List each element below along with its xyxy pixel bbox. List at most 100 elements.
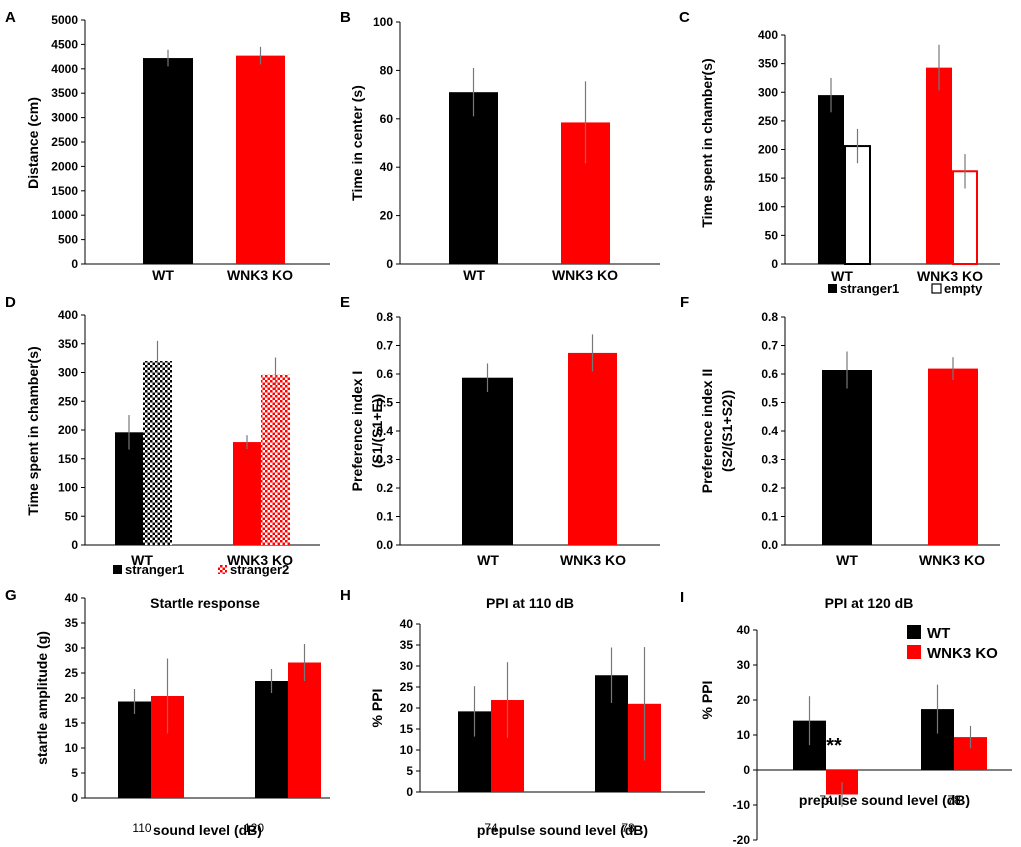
y-tick-label: 0.4 (761, 424, 778, 438)
y-axis-label-2: (S2/(S1+S2)) (719, 390, 735, 472)
panel-d: D 0 50 100 150 200 250 300 350 400 Time spent in c… (5, 294, 320, 577)
y-axis-label: startle amplitude (g) (34, 631, 50, 765)
legend-label: stranger1 (125, 562, 184, 577)
y-tick-label: -10 (733, 798, 751, 812)
y-tick-label: 100 (373, 15, 393, 29)
y-tick-label: 400 (58, 308, 78, 322)
y-tick-label: 1500 (51, 184, 78, 198)
bar-wnk3-ko-120 (288, 662, 321, 798)
y-axis-label: % PPI (369, 689, 385, 728)
panel-label: D (5, 294, 16, 311)
y-tick-label: 0.4 (376, 424, 393, 438)
x-category-label: WT (831, 268, 853, 284)
y-tick-label: 0.6 (761, 367, 778, 381)
y-tick-label: 0 (71, 791, 78, 805)
y-tick-label: 0.1 (376, 510, 393, 524)
bar-wt-120 (255, 681, 288, 798)
y-tick-label: 40 (737, 623, 751, 637)
legend-label: WNK3 KO (927, 645, 998, 662)
y-tick-label: 10 (400, 743, 414, 757)
y-tick-label: 20 (737, 693, 751, 707)
x-axis-label: sound level (dB) (153, 822, 262, 838)
panel-h: H PPI at 110 dB 0 5 10 15 20 25 30 35 40 % PPI 74 78p… (340, 587, 705, 838)
y-tick-label: 200 (758, 143, 778, 157)
y-tick-label: 30 (400, 659, 414, 673)
y-tick-label: 0.8 (761, 310, 778, 324)
panel-label: B (340, 9, 351, 26)
legend-swatch (218, 565, 227, 574)
bar-preference-index-i-wt (462, 377, 513, 545)
x-tick-label: 120 (244, 821, 264, 835)
y-axis-label: Time spent in chamber(s) (25, 346, 41, 515)
legend-swatch (907, 645, 921, 659)
bar-preference-index-ii-wt (822, 370, 872, 545)
y-tick-label: 0.1 (761, 510, 778, 524)
y-tick-label: 0 (406, 785, 413, 799)
y-tick-label: 0.0 (376, 538, 393, 552)
y-tick-label: 10 (65, 741, 79, 755)
x-axis-label: prepulse sound level (dB) (477, 822, 648, 838)
x-category-label: WT (131, 552, 153, 568)
x-tick-label: 78 (621, 821, 635, 835)
x-category-label: WT (477, 552, 499, 568)
bar-distance-wnk3-ko (236, 55, 285, 265)
y-tick-label: 3500 (51, 86, 78, 100)
y-tick-label: 0 (71, 538, 78, 552)
y-tick-label: 40 (400, 617, 414, 631)
y-tick-label: 150 (58, 452, 78, 466)
y-axis-label: Time in center (s) (349, 85, 365, 201)
y-tick-label: 40 (65, 591, 79, 605)
y-tick-label: 5000 (51, 13, 78, 27)
bar-time-in-center-wt (449, 92, 498, 265)
y-tick-label: 20 (380, 209, 394, 223)
y-tick-label: 25 (400, 680, 414, 694)
bar-empty-wt (844, 145, 871, 265)
y-tick-label: 5 (71, 766, 78, 780)
y-tick-label: 200 (58, 423, 78, 437)
y-tick-label: 0.5 (376, 396, 393, 410)
x-category-label: WT (463, 267, 485, 283)
y-tick-label: 500 (58, 233, 78, 247)
y-tick-label: 250 (758, 114, 778, 128)
y-tick-label: 50 (765, 228, 779, 242)
y-tick-label: 60 (380, 112, 394, 126)
y-tick-label: 0.3 (761, 453, 778, 467)
bar-wt-110 (118, 701, 151, 798)
y-axis-label: Time spent in chamber(s) (699, 58, 715, 227)
y-tick-label: 100 (58, 481, 78, 495)
y-tick-label: 4500 (51, 37, 78, 51)
significance-annotation: ** (826, 735, 842, 757)
y-tick-label: 4000 (51, 62, 78, 76)
x-category-label: WNK3 KO (919, 552, 985, 568)
panel-b: B 0 20 40 60 80 100 Time in center (s) WT WNK3 KO (340, 9, 660, 283)
x-axis-label: prepulse sound level (dB) (799, 792, 970, 808)
y-tick-label: 30 (65, 641, 79, 655)
y-tick-label: 1000 (51, 208, 78, 222)
x-category-label: WNK3 KO (552, 267, 618, 283)
y-tick-label: 0 (771, 257, 778, 271)
panel-label: F (680, 294, 689, 311)
y-axis-label: Preference index II (699, 369, 715, 494)
bar-stranger1-wt (115, 432, 143, 545)
legend-label: WT (927, 625, 950, 642)
bar-distance-wt (143, 58, 193, 265)
y-tick-label: 2000 (51, 159, 78, 173)
x-category-label: WNK3 KO (560, 552, 626, 568)
y-tick-label: 350 (758, 57, 778, 71)
y-tick-label: 300 (58, 366, 78, 380)
x-tick-label: 74 (819, 793, 833, 807)
y-tick-label: 0.3 (376, 453, 393, 467)
panel-label: C (679, 9, 690, 26)
legend-label: stranger1 (840, 281, 899, 296)
chart-title: PPI at 120 dB (825, 595, 914, 611)
x-category-label: WNK3 KO (227, 267, 293, 283)
panel-e: E 0.0 0.1 0.2 0.3 0.4 0.5 0.6 0.7 0.8 Preference i… (340, 294, 660, 568)
legend-label: empty (944, 281, 983, 296)
y-tick-label: 0.7 (376, 339, 393, 353)
y-axis-label: Preference index I (349, 371, 365, 492)
y-tick-label: 0.5 (761, 396, 778, 410)
y-tick-label: 0.7 (761, 339, 778, 353)
panel-c: C 0 50 100 150 200 250 300 350 400 Time spent in c… (679, 9, 1000, 296)
y-tick-label: 2500 (51, 135, 78, 149)
panel-i: I PPI at 120 dB -20 -10 0 10 20 30 40 % PPI 74 78pr… (680, 589, 1012, 847)
